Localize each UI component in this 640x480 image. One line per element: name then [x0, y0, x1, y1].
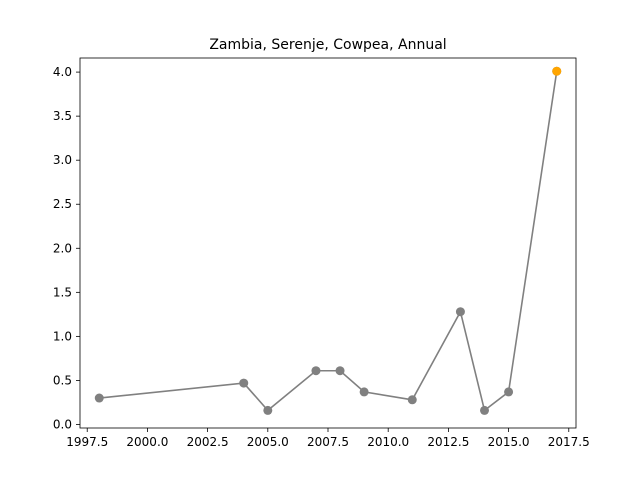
series-line: [99, 71, 558, 412]
data-point: [359, 387, 369, 397]
x-tick-label: 2007.5: [307, 435, 349, 449]
data-point: [504, 387, 514, 397]
data-point: [263, 405, 273, 415]
y-tick-label: 1.0: [53, 329, 72, 343]
chart-title: Zambia, Serenje, Cowpea, Annual: [209, 37, 446, 53]
data-point: [311, 366, 321, 376]
y-tick-label: 3.0: [53, 153, 72, 167]
data-point: [455, 307, 465, 317]
plot-area: 1997.5 2000.0 2002.5 2005.0 2007.5 2010.0 2012…: [53, 57, 590, 449]
x-tick-label: 2010.0: [367, 435, 409, 449]
data-point: [94, 393, 104, 403]
y-tick-label: 4.0: [53, 65, 72, 79]
data-point: [480, 405, 490, 415]
data-point: [407, 395, 417, 405]
highlighted-data-point: [552, 66, 562, 76]
x-tick-label: 2015.0: [488, 435, 530, 449]
x-tick-label: 2012.5: [427, 435, 469, 449]
y-tick-label: 1.5: [53, 285, 72, 299]
x-tick-label: 1997.5: [66, 435, 108, 449]
data-point: [335, 366, 345, 376]
y-tick-label: 0.0: [53, 417, 72, 431]
axes-frame: [79, 57, 577, 429]
y-tick-label: 2.5: [53, 197, 72, 211]
y-tick-label: 3.5: [53, 109, 72, 123]
x-tick-label: 2017.5: [548, 435, 590, 449]
y-tick-label: 2.0: [53, 241, 72, 255]
y-tick-label: 0.5: [53, 373, 72, 387]
x-tick-label: 2000.0: [126, 435, 168, 449]
x-tick-label: 2002.5: [187, 435, 229, 449]
data-point: [239, 378, 249, 388]
x-tick-label: 2005.0: [247, 435, 289, 449]
